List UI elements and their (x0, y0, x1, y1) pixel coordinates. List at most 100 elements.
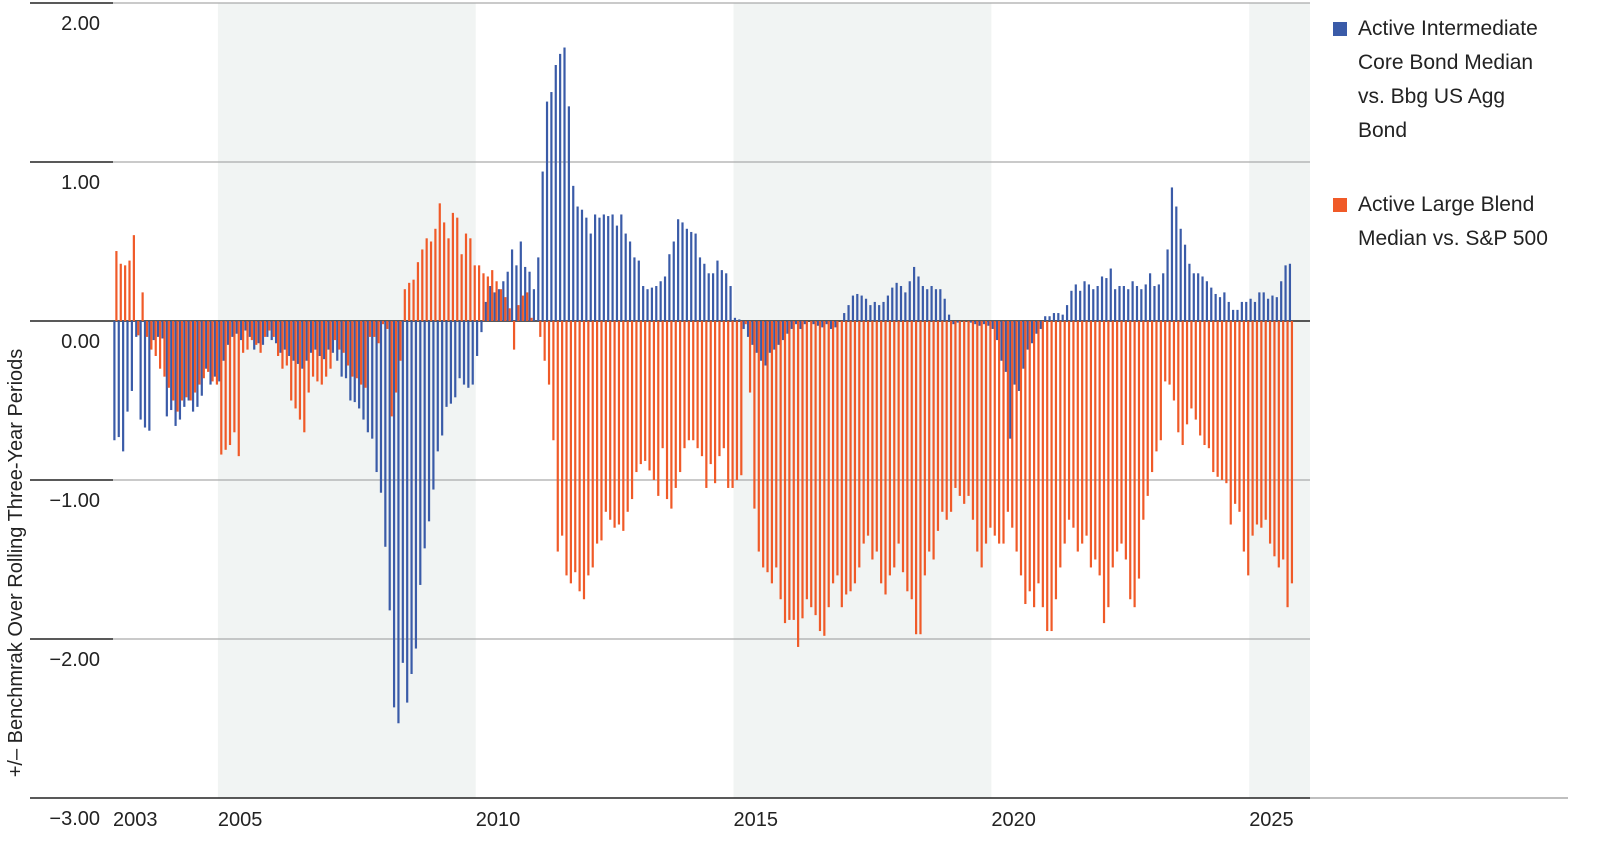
bar (1041, 321, 1044, 608)
bar (1098, 321, 1101, 576)
bar (1107, 321, 1110, 608)
bar (515, 265, 518, 321)
bar (117, 321, 120, 438)
bar (967, 321, 970, 496)
bar (1271, 295, 1274, 321)
bar (849, 321, 852, 592)
bar (810, 321, 813, 608)
bar (189, 321, 192, 401)
bar (1054, 321, 1058, 600)
bar (947, 314, 951, 321)
bar (528, 271, 531, 321)
bar (1033, 321, 1036, 608)
bar (480, 321, 483, 333)
bar (176, 321, 179, 412)
bar (1006, 321, 1009, 512)
bar (434, 228, 437, 321)
bar (471, 321, 474, 385)
bar (665, 321, 669, 500)
bar (1074, 284, 1077, 321)
bar (1144, 284, 1147, 321)
bar (394, 321, 398, 393)
bar (504, 297, 507, 321)
bar (873, 301, 876, 321)
bar (154, 321, 157, 356)
bar (397, 321, 400, 724)
bar (161, 321, 164, 339)
bar (1079, 290, 1082, 321)
bar (268, 321, 271, 331)
bar (762, 321, 765, 568)
bar (663, 276, 667, 321)
legend-swatch (1333, 22, 1347, 36)
bar (244, 321, 247, 331)
bar (143, 321, 147, 428)
bar (167, 321, 170, 388)
bar (336, 321, 339, 361)
bar (565, 321, 568, 576)
bar (576, 206, 579, 321)
bar (462, 321, 466, 385)
bar (910, 321, 913, 600)
bar (1223, 292, 1226, 321)
bar (1207, 321, 1210, 449)
bar (845, 321, 848, 595)
bar (346, 321, 350, 366)
bar (596, 321, 599, 544)
bar (674, 321, 677, 488)
bar (552, 321, 555, 441)
bar (831, 321, 835, 584)
bar (974, 321, 977, 325)
bar (454, 321, 457, 398)
bar (320, 321, 323, 385)
bar (1194, 321, 1197, 420)
bar (1109, 268, 1112, 321)
bar (1190, 321, 1193, 409)
bar (298, 321, 302, 420)
bar (1205, 281, 1208, 321)
legend-label: Active Large Blend Median vs. S&P 500 (1358, 193, 1548, 250)
bar (296, 321, 300, 364)
bar (165, 321, 168, 417)
bar (655, 286, 658, 321)
bar (550, 92, 553, 321)
bar (476, 321, 479, 356)
bar (495, 281, 498, 321)
bar (419, 321, 422, 585)
bar (325, 321, 328, 377)
bar (338, 321, 341, 350)
bar (368, 321, 371, 337)
bar (279, 321, 282, 353)
bar (547, 321, 551, 385)
bar (939, 289, 942, 321)
bar (1162, 273, 1165, 321)
bar (698, 257, 702, 321)
bar (441, 321, 444, 436)
bar (751, 321, 754, 345)
bar (711, 273, 715, 321)
bar (1253, 301, 1257, 321)
bar (1247, 321, 1250, 576)
bar (1072, 321, 1075, 528)
bar (825, 321, 828, 325)
bar (1081, 321, 1084, 544)
bar (545, 101, 549, 321)
bar (677, 219, 680, 321)
bar (622, 321, 625, 531)
bar (1065, 305, 1069, 321)
bar (895, 282, 898, 321)
bar (1096, 286, 1099, 321)
bar (1203, 321, 1206, 446)
bar (150, 321, 153, 350)
bar (1039, 321, 1042, 329)
bar (567, 106, 570, 321)
bar (768, 321, 771, 353)
bar (1085, 321, 1088, 536)
y-tick-label: −1.00 (49, 490, 100, 512)
bar (827, 321, 830, 608)
bar (1290, 321, 1294, 584)
bar (630, 321, 634, 500)
bar (1225, 321, 1228, 484)
bar (257, 321, 260, 344)
